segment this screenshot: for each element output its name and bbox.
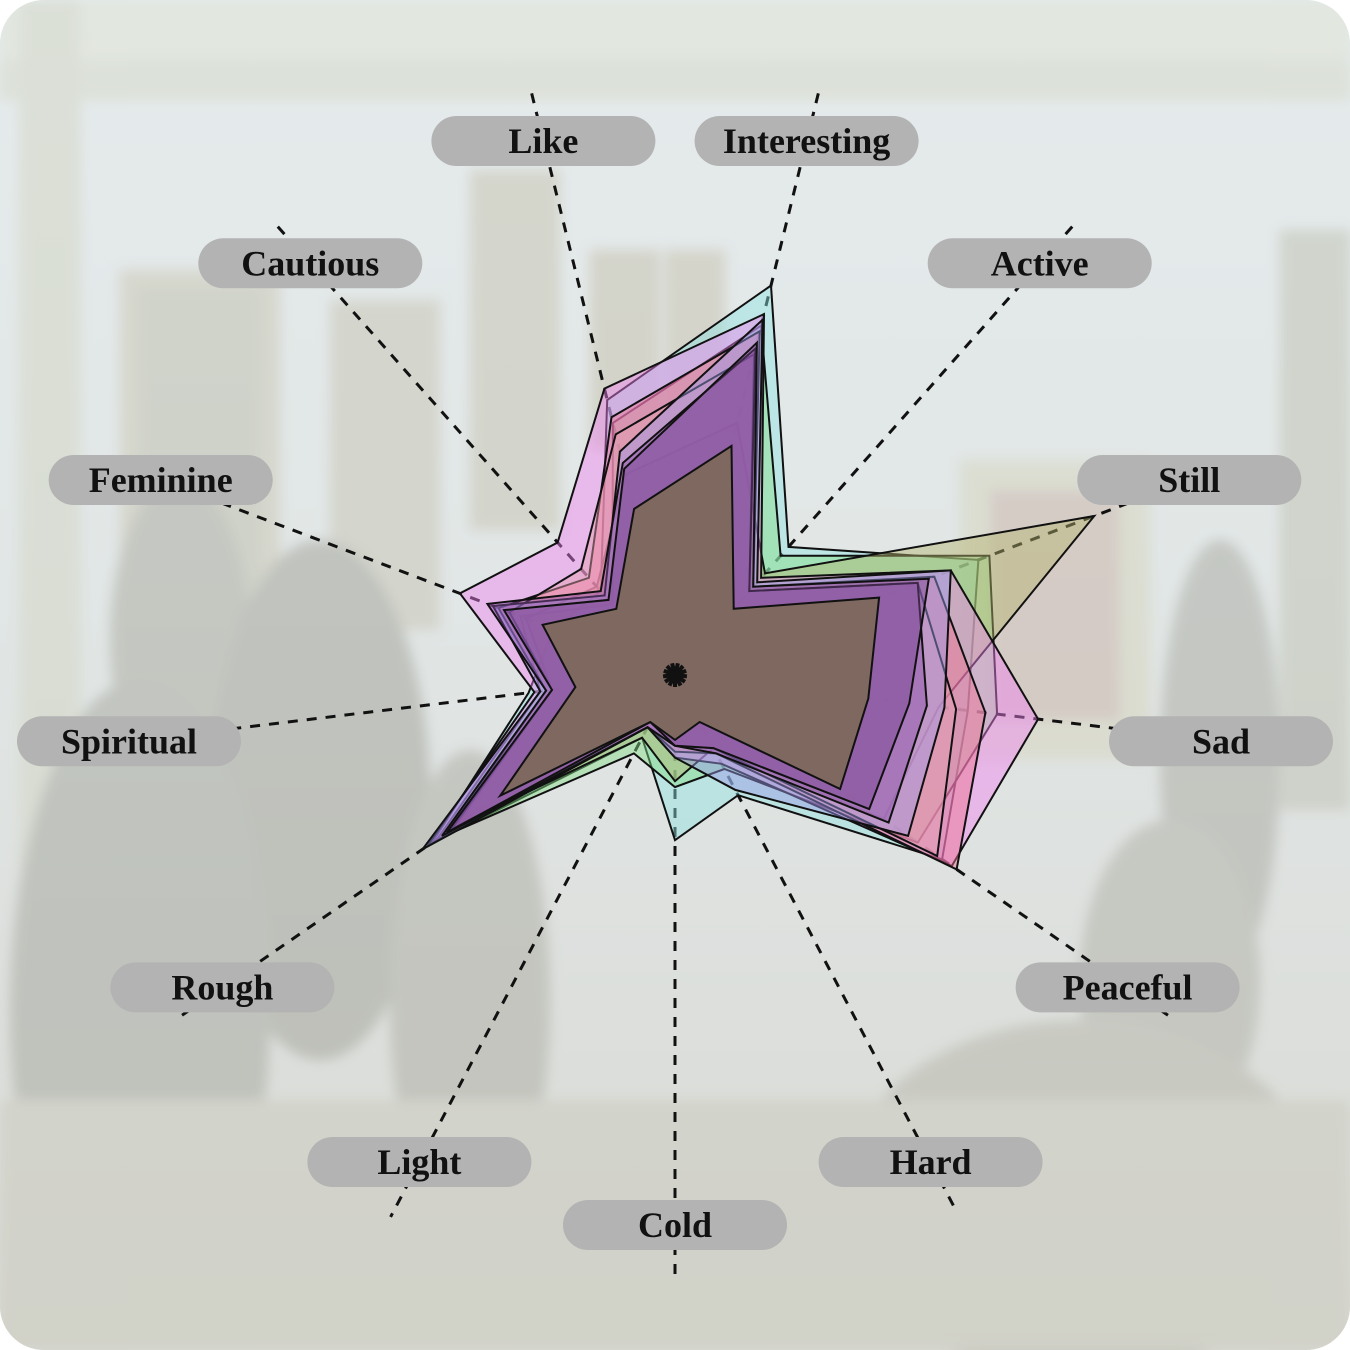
axis-label-pill — [563, 1200, 787, 1250]
axis-label-feminine: Feminine — [48, 455, 273, 505]
axis-label-pill — [198, 238, 423, 289]
axis-label-text: Hard — [890, 1142, 972, 1182]
axis-label-interesting: Interesting — [694, 116, 919, 166]
axis-label-pill — [1015, 962, 1240, 1013]
radar-hub — [662, 662, 688, 687]
axis-label-text: Feminine — [89, 460, 233, 500]
axis-label-cold: Cold — [563, 1200, 787, 1250]
axis-label-pill — [818, 1137, 1043, 1187]
axis-label-text: Like — [508, 121, 578, 161]
axis-label-rough: Rough — [110, 962, 335, 1013]
axis-label-text: Sad — [1192, 721, 1250, 761]
axis-label-pill — [694, 116, 919, 166]
spoke-active — [673, 225, 1074, 676]
axis-label-light: Light — [307, 1137, 532, 1187]
axis-label-active: Active — [927, 238, 1152, 289]
radar-series — [421, 283, 1097, 871]
axis-label-pill — [1077, 455, 1302, 505]
axis-label-peaceful: Peaceful — [1015, 962, 1240, 1013]
axis-label-text: Rough — [171, 967, 273, 1007]
axis-labels: Interesting Active Still Sad Peaceful Hard Col… — [17, 116, 1333, 1250]
axis-label-pill — [927, 238, 1152, 289]
axis-label-text: Cold — [638, 1205, 712, 1245]
axis-label-text: Spiritual — [61, 721, 197, 761]
axis-label-text: Interesting — [723, 121, 890, 161]
axis-label-pill — [431, 116, 656, 166]
axis-label-spiritual: Spiritual — [17, 716, 241, 767]
axis-label-still: Still — [1077, 455, 1302, 505]
axis-label-text: Active — [991, 243, 1089, 283]
axis-label-pill — [307, 1137, 532, 1187]
axis-label-pill — [17, 716, 241, 767]
axis-label-hard: Hard — [818, 1137, 1043, 1187]
axis-label-text: Peaceful — [1063, 967, 1193, 1007]
axis-label-like: Like — [431, 116, 656, 166]
series-polygon-10 — [497, 444, 881, 799]
axis-label-pill — [48, 455, 273, 505]
axis-label-sad: Sad — [1109, 716, 1333, 767]
spoke-light — [389, 674, 677, 1218]
axis-label-pill — [1109, 716, 1333, 767]
axis-label-pill — [110, 962, 335, 1013]
axis-label-text: Cautious — [241, 243, 379, 283]
axis-label-text: Light — [377, 1142, 461, 1182]
axis-label-cautious: Cautious — [198, 238, 423, 289]
hub-center — [670, 670, 680, 680]
axis-label-text: Still — [1158, 460, 1220, 500]
